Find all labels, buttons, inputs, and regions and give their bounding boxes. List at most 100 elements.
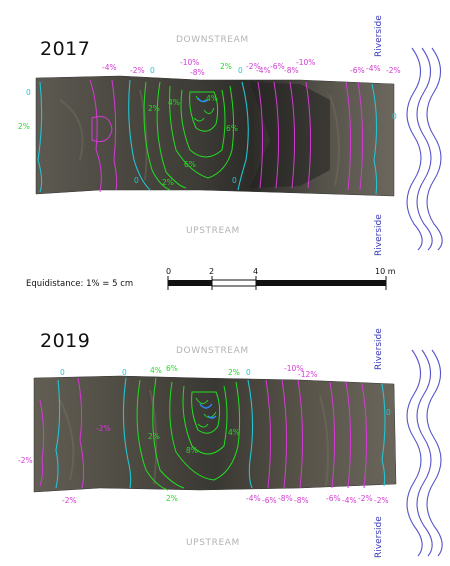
contour-label: -2% xyxy=(358,494,373,503)
contour-label: -10% xyxy=(296,58,316,67)
contour-zero-2017-c xyxy=(237,81,249,191)
contour-label: 6% xyxy=(226,124,238,133)
river-line-2019-b xyxy=(416,349,433,557)
contour-negative-2017-f xyxy=(357,81,364,191)
contour-label: 2% xyxy=(162,178,174,187)
contour-positive-2019-e xyxy=(191,391,221,434)
contour-label: 2% xyxy=(220,62,232,71)
contour-label: 2% xyxy=(166,494,178,503)
contour-label: -2% xyxy=(246,62,261,71)
contour-label: -4% xyxy=(102,63,117,72)
contour-label: 4% xyxy=(228,428,240,437)
contour-label: -2% xyxy=(386,66,401,75)
contour-label: 0 xyxy=(386,408,391,417)
contour-label: 6% xyxy=(184,160,196,169)
year-2017-title: 2017 xyxy=(40,38,91,60)
contour-label: 0 xyxy=(26,88,31,97)
contour-positive-2019-b xyxy=(152,377,185,489)
contour-negative-2017-c xyxy=(289,81,296,189)
contour-negative-2019-d xyxy=(281,379,288,489)
contour-label: -8% xyxy=(294,496,309,505)
contour-label: 2% xyxy=(148,104,160,113)
ground-surface-2019 xyxy=(33,375,397,493)
contour-negative-2019-c xyxy=(265,379,272,489)
scale-bar: 0 2 4 10 m xyxy=(166,267,396,290)
contour-label: -2% xyxy=(374,496,389,505)
contour-label: -8% xyxy=(278,494,293,503)
scale-tick-0: 0 xyxy=(166,267,171,276)
contour-label: 0 xyxy=(392,112,397,121)
contour-zero-2019-d xyxy=(381,383,386,487)
contour-label: 8% xyxy=(186,446,198,455)
contour-negative-2017-d xyxy=(305,81,312,189)
contour-label: 0 xyxy=(60,368,65,377)
contour-positive-2017-a xyxy=(143,81,171,191)
contour-zero-2019-a xyxy=(55,379,61,489)
river-line-2017-c xyxy=(426,47,443,251)
contour-negative-2017-g xyxy=(89,79,102,193)
contour-negative-2017-i xyxy=(91,116,113,143)
contour-label: 4% xyxy=(150,366,162,375)
contour-negative-2017-e xyxy=(345,81,352,191)
contour-label: -10% xyxy=(180,58,200,67)
contour-label: 0 xyxy=(122,368,127,377)
contour-positive-2019-c xyxy=(169,381,241,481)
contour-zero-2017-d xyxy=(371,83,378,195)
contour-label: -4% xyxy=(246,494,261,503)
contour-negative-2017-b xyxy=(273,81,280,189)
contour-label: -10% xyxy=(284,364,304,373)
upstream-label-2017: UPSTREAM xyxy=(186,226,240,236)
contour-label: -6% xyxy=(262,496,277,505)
river-line-2017-a xyxy=(406,47,423,251)
river-line-2019-a xyxy=(406,349,423,557)
contour-label: -8% xyxy=(190,68,205,77)
contour-negative-2019-f xyxy=(329,381,336,489)
equidistance-label: Equidistance: 1% = 5 cm xyxy=(26,279,134,289)
contour-positive-2019-a xyxy=(136,379,169,491)
contour-label: 0 xyxy=(246,368,251,377)
contour-negative-2019-b xyxy=(77,377,85,489)
contour-label: 0 xyxy=(134,176,139,185)
contour-negative-2019-a xyxy=(39,399,45,487)
contour-negative-2019-h xyxy=(361,383,368,489)
downstream-label-2017: DOWNSTREAM xyxy=(176,35,249,45)
contour-zero-2019-b xyxy=(122,377,132,489)
year-2019-title: 2019 xyxy=(40,330,91,352)
contour-label: -6% xyxy=(270,62,285,71)
scale-tick-10m: 10 m xyxy=(375,267,396,276)
contour-positive-2017-d xyxy=(180,89,226,158)
contour-label: -2% xyxy=(18,456,33,465)
contour-zero-2017-a xyxy=(37,81,43,193)
contour-zero-2017-b xyxy=(128,79,151,191)
contour-negative-2019-e xyxy=(297,379,304,489)
contour-label: -4% xyxy=(342,496,357,505)
contour-negative-2019-g xyxy=(345,381,352,489)
contour-label: -8% xyxy=(284,66,299,75)
river-line-2017-b xyxy=(416,47,433,251)
contour-label: -12% xyxy=(298,370,318,379)
contour-label: -2% xyxy=(96,424,111,433)
contour-label: 2% xyxy=(18,122,30,131)
contour-label: -2% xyxy=(62,496,77,505)
river-line-2019-c xyxy=(426,349,443,557)
contour-label: -6% xyxy=(326,494,341,503)
contour-label: -4% xyxy=(256,66,271,75)
riverside-label-2019-top: Riverside xyxy=(374,328,384,370)
contour-label: -4% xyxy=(366,64,381,73)
contour-positive-2017-e xyxy=(189,91,219,132)
scale-tick-2: 2 xyxy=(209,267,214,276)
contour-positive-2019-d xyxy=(182,385,228,455)
contour-label: 6% xyxy=(166,364,178,373)
contour-zero-2019-c xyxy=(247,379,254,489)
contour-label: -2% xyxy=(130,66,145,75)
contour-negative-2017-h xyxy=(111,79,118,191)
contour-label: 0 xyxy=(232,176,237,185)
upstream-label-2019: UPSTREAM xyxy=(186,538,240,548)
contour-positive-2017-c xyxy=(169,85,235,179)
contour-label: 0 xyxy=(150,66,155,75)
contour-label: 0 xyxy=(238,66,243,75)
contour-label: 4% xyxy=(206,94,218,103)
downstream-label-2019: DOWNSTREAM xyxy=(176,346,249,356)
contour-label: 4% xyxy=(168,98,180,107)
